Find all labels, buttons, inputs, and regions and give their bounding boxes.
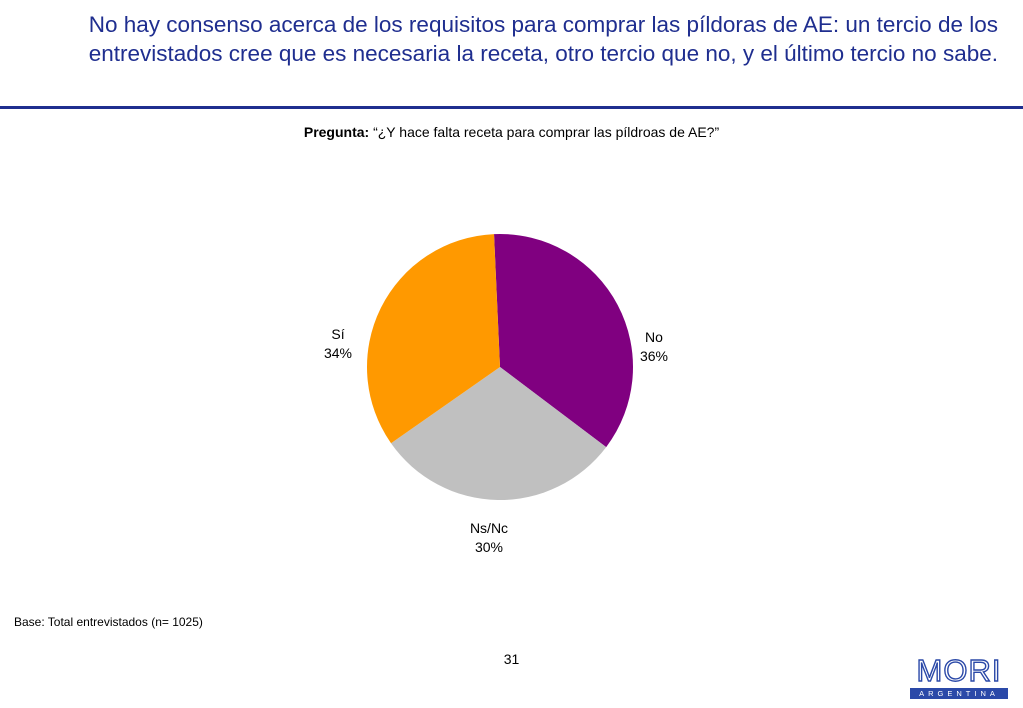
question-text: Pregunta: “¿Y hace falta receta para com… (0, 124, 1023, 140)
slice-label-ns-nc: Ns/Nc 30% (449, 519, 529, 557)
slice-label-no: No 36% (614, 328, 694, 366)
page-number: 31 (503, 651, 520, 667)
slice-name: Sí (331, 326, 345, 342)
pie-slice-s- (367, 234, 500, 444)
slice-value: 36% (639, 348, 669, 364)
logo-word: MORI (916, 653, 1002, 688)
slice-value: 34% (323, 345, 353, 361)
pie-slice-no (494, 234, 634, 448)
slice-value: 30% (474, 539, 504, 555)
base-note: Base: Total entrevistados (n= 1025) (14, 615, 203, 629)
page-title: No hay consenso acerca de los requisitos… (88, 12, 998, 66)
logo-subtitle: ARGENTINA (910, 688, 1008, 699)
slice-name: Ns/Nc (469, 520, 509, 536)
title-divider (0, 106, 1023, 109)
pie-slice-ns-nc (391, 367, 607, 501)
slice-label-s-: Sí 34% (298, 325, 378, 363)
question-body: “¿Y hace falta receta para comprar las p… (373, 124, 720, 140)
question-label: Pregunta: (303, 124, 370, 140)
slice-name: No (645, 329, 663, 345)
mori-logo: MORI ARGENTINA (910, 653, 1008, 701)
